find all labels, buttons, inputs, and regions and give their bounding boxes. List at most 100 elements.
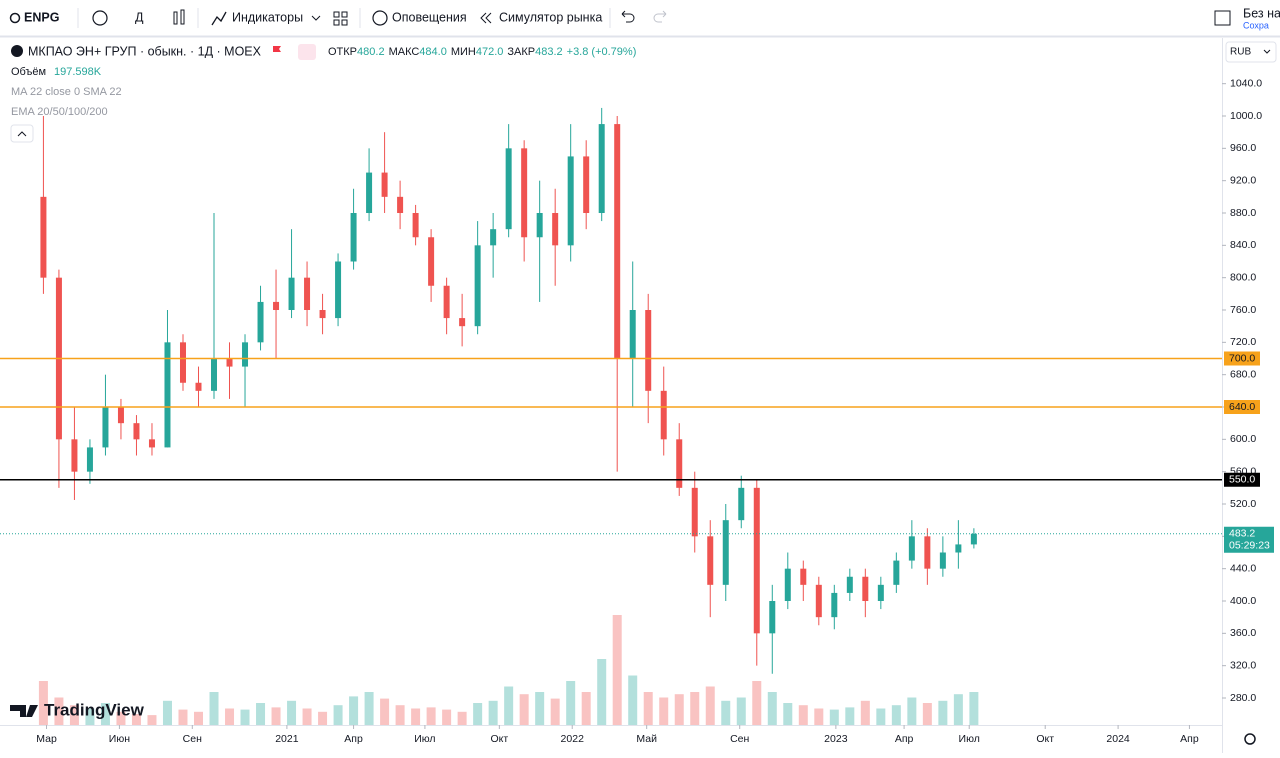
candle-body — [598, 124, 605, 214]
volume-bar — [225, 708, 235, 725]
search-icon[interactable] — [9, 12, 21, 24]
volume-label: Объём — [11, 66, 46, 78]
volume-bar — [488, 700, 498, 725]
candle-body — [660, 390, 667, 440]
undo[interactable] — [621, 10, 635, 23]
volume-bar — [147, 715, 157, 725]
collapse-legend[interactable] — [10, 124, 34, 143]
add-symbol[interactable] — [92, 10, 108, 26]
symbol-logo — [11, 45, 23, 57]
candle-body — [288, 277, 295, 311]
candle-body — [304, 277, 311, 311]
x-tick-label: Июл — [414, 733, 435, 745]
volume-bar — [767, 692, 777, 725]
volume-bar — [162, 700, 172, 725]
level-label: 700.0 — [1229, 352, 1255, 364]
volume-bar — [395, 705, 405, 725]
volume-bar — [597, 659, 607, 725]
ema-legend: EMA 20/50/100/200 — [11, 106, 108, 118]
x-tick-label: Сен — [183, 733, 202, 745]
candle-body — [893, 560, 900, 585]
layout-name[interactable]: Без наз — [1243, 6, 1280, 20]
indicators-icon[interactable] — [211, 11, 227, 26]
layouts[interactable] — [333, 11, 340, 18]
x-tick-label: Апр — [1180, 733, 1199, 745]
alerts[interactable]: Оповещения — [392, 10, 467, 24]
level-label-bg — [1224, 472, 1260, 487]
settings[interactable] — [1244, 733, 1256, 745]
volume-bar — [891, 705, 901, 725]
volume-bar — [287, 700, 297, 725]
candle-body — [474, 245, 481, 327]
x-tick-label: Окт — [490, 733, 508, 745]
candle-body — [117, 407, 124, 424]
volume-bar — [442, 709, 452, 725]
currency[interactable]: RUB — [1230, 47, 1251, 58]
volume-bar — [953, 694, 963, 725]
y-tick-label: 440.0 — [1230, 562, 1256, 574]
volume-bar — [473, 703, 483, 725]
save[interactable]: Сохра — [1243, 20, 1269, 30]
candle-body — [273, 301, 280, 311]
replay[interactable]: Симулятор рынка — [499, 10, 602, 24]
redo[interactable] — [653, 10, 667, 23]
currency-button[interactable] — [1225, 41, 1277, 63]
volume-bar — [581, 692, 591, 725]
alerts-icon[interactable] — [372, 10, 388, 26]
candle-body — [179, 342, 186, 383]
candle-body — [148, 439, 155, 448]
candle-body — [350, 213, 357, 262]
volume-bar — [907, 697, 917, 725]
volume-bar — [783, 703, 793, 725]
volume-bar — [38, 681, 48, 725]
candle-body — [753, 487, 760, 634]
candle-body — [908, 536, 915, 561]
chart-type[interactable] — [173, 11, 178, 25]
volume-bar — [178, 709, 188, 725]
indicators[interactable]: Индикаторы — [232, 10, 303, 24]
candle-body — [521, 148, 528, 238]
y-tick-label: 360.0 — [1230, 627, 1256, 639]
volume-bar — [411, 708, 421, 725]
volume-bar — [54, 697, 64, 725]
symbol[interactable]: ENPG — [24, 10, 59, 24]
volume-bar — [674, 694, 684, 725]
volume-bar — [457, 711, 467, 725]
y-tick-label: 680.0 — [1230, 368, 1256, 380]
volume-bar — [349, 696, 359, 725]
volume-bar — [519, 694, 529, 725]
x-tick-label: Апр — [344, 733, 363, 745]
volume-bar — [550, 698, 560, 725]
volume-bar — [271, 707, 281, 725]
candle-body — [257, 301, 264, 343]
candle-body — [583, 156, 590, 214]
legend-title: МКПАО ЭН+ ГРУП · обыкн. · 1Д · MOEX — [28, 44, 262, 58]
ohlc-label: МАКС — [389, 46, 420, 58]
candle-body — [381, 172, 388, 197]
candle-body — [459, 318, 466, 327]
candle-body — [846, 576, 853, 593]
candle-body — [552, 213, 559, 246]
volume-bar — [705, 686, 715, 725]
layout-icon[interactable] — [1214, 10, 1231, 26]
candle-body — [366, 172, 373, 214]
y-tick-label: 280.0 — [1230, 692, 1256, 704]
volume-bar — [845, 707, 855, 725]
candle-body — [133, 423, 140, 440]
volume-bar — [318, 711, 328, 725]
volume-bar — [100, 703, 110, 725]
y-tick-label: 840.0 — [1230, 239, 1256, 251]
x-tick-label: Окт — [1036, 733, 1054, 745]
volume-bar — [969, 692, 979, 725]
last-price-bg — [1224, 526, 1274, 553]
last-price-label: 483.2 — [1229, 528, 1255, 540]
ohlc-label: ЗАКР — [507, 46, 535, 58]
ohlc-value: 480.2 — [357, 46, 385, 58]
y-tick-label: 1040.0 — [1230, 77, 1262, 89]
interval[interactable]: Д — [135, 10, 144, 24]
volume-bar — [922, 703, 932, 725]
candle-body — [412, 213, 419, 238]
toolbar — [0, 0, 1280, 36]
x-tick-label: Мар — [36, 733, 57, 745]
ma-legend: MA 22 close 0 SMA 22 — [11, 86, 122, 98]
